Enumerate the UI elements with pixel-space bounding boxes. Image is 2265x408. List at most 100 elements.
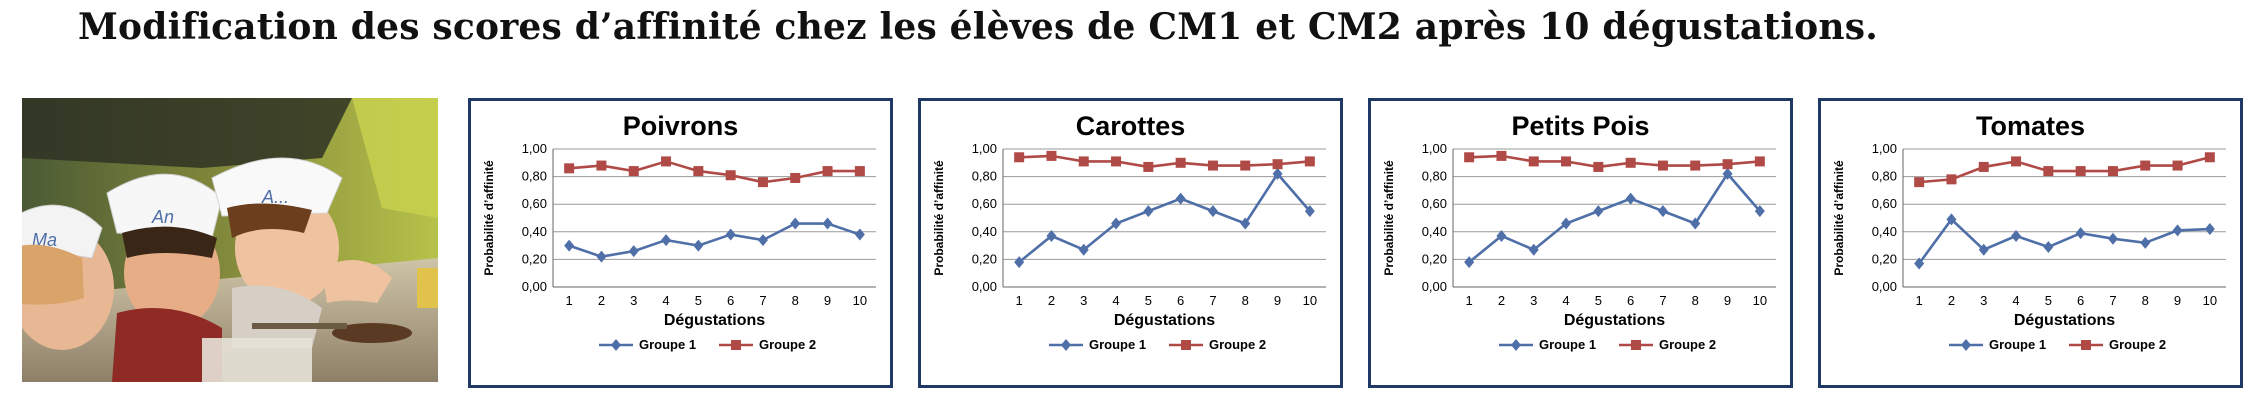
y-tick-label: 0,00 (1872, 279, 1897, 294)
legend-label-groupe-2: Groupe 2 (1659, 337, 1716, 352)
y-tick-label: 0,60 (972, 196, 997, 211)
y-tick-label: 0,80 (1422, 169, 1447, 184)
x-tick-label: 3 (1080, 293, 1087, 308)
data-point-groupe-2 (1754, 156, 1765, 167)
data-point-groupe-1 (1914, 257, 1925, 270)
data-point-groupe-2 (1496, 150, 1507, 161)
data-point-groupe-2 (1690, 160, 1701, 171)
data-point-groupe-2 (596, 160, 607, 171)
x-tick-label: 7 (759, 293, 766, 308)
data-point-groupe-2 (2107, 166, 2118, 177)
data-point-groupe-2 (1143, 161, 1154, 172)
y-tick-label: 0,20 (1872, 251, 1897, 266)
data-point-groupe-1 (661, 234, 672, 247)
data-point-groupe-2 (1207, 160, 1218, 171)
y-tick-label: 0,80 (1872, 169, 1897, 184)
x-tick-label: 9 (2174, 293, 2181, 308)
y-tick-label: 0,40 (1872, 224, 1897, 239)
data-point-groupe-2 (1078, 156, 1089, 167)
chart-title: Carottes (1076, 111, 1186, 141)
hat-text-2: An (151, 207, 174, 227)
data-point-groupe-2 (1528, 156, 1539, 167)
children-tasting-photo: Ma An A... (22, 98, 438, 382)
x-tick-label: 8 (792, 293, 799, 308)
hat-text-3: A... (261, 187, 289, 207)
y-tick-label: 0,80 (522, 169, 547, 184)
y-tick-label: 0,20 (972, 251, 997, 266)
data-point-groupe-1 (1561, 217, 1572, 230)
data-point-groupe-1 (822, 217, 833, 230)
data-point-groupe-1 (2204, 223, 2215, 236)
data-point-groupe-1 (1304, 205, 1315, 218)
y-tick-label: 1,00 (972, 141, 997, 156)
x-tick-label: 1 (566, 293, 573, 308)
page-title: Modification des scores d’affinité chez … (78, 6, 1878, 48)
data-point-groupe-2 (1304, 156, 1315, 167)
data-point-groupe-2 (1946, 174, 1957, 185)
x-tick-label: 7 (1209, 293, 1216, 308)
data-point-groupe-1 (854, 228, 865, 241)
data-point-groupe-2 (1014, 152, 1025, 163)
x-tick-label: 4 (1562, 293, 1569, 308)
y-axis-label: Probabilité d’affinité (1382, 160, 1396, 276)
data-point-groupe-2 (790, 172, 801, 183)
data-point-groupe-1 (1978, 243, 1989, 256)
data-point-groupe-1 (1078, 243, 1089, 256)
data-point-groupe-1 (564, 239, 575, 252)
x-tick-label: 9 (1724, 293, 1731, 308)
data-point-groupe-2 (725, 170, 736, 181)
x-tick-label: 6 (1627, 293, 1634, 308)
x-tick-label: 6 (727, 293, 734, 308)
data-point-groupe-2 (1657, 160, 1668, 171)
legend-marker-groupe-2 (1631, 340, 1641, 350)
legend-label-groupe-1: Groupe 1 (639, 337, 696, 352)
x-tick-label: 4 (662, 293, 669, 308)
y-tick-label: 1,00 (522, 141, 547, 156)
y-tick-label: 0,60 (1422, 196, 1447, 211)
x-tick-label: 9 (1274, 293, 1281, 308)
data-point-groupe-1 (725, 228, 736, 241)
legend-label-groupe-2: Groupe 2 (1209, 337, 1266, 352)
legend-marker-groupe-1 (1061, 339, 1071, 351)
data-point-groupe-1 (1690, 217, 1701, 230)
data-point-groupe-1 (2172, 224, 2183, 237)
data-point-groupe-2 (2172, 160, 2183, 171)
series-line-groupe-1 (568, 222, 861, 258)
data-point-groupe-1 (2043, 240, 2054, 253)
x-tick-label: 10 (1303, 293, 1317, 308)
data-point-groupe-1 (2107, 232, 2118, 245)
chart-svg-tomates: Tomates 0,00 0,20 0,40 0,60 0,80 1,00 1 2 3 4 5 6 7 8 9… (1832, 111, 2226, 352)
x-tick-label: 9 (824, 293, 831, 308)
x-axis-label: Dégustations (1564, 312, 1665, 329)
data-point-groupe-1 (1657, 205, 1668, 218)
data-point-groupe-2 (2204, 152, 2215, 163)
data-point-groupe-1 (1946, 213, 1957, 226)
data-point-groupe-1 (1496, 229, 1507, 242)
x-tick-label: 2 (1948, 293, 1955, 308)
data-point-groupe-1 (693, 239, 704, 252)
y-tick-label: 0,60 (522, 196, 547, 211)
x-tick-label: 5 (1145, 293, 1152, 308)
series-line-groupe-1 (1018, 171, 1311, 264)
series-line-groupe-1 (1918, 217, 2210, 265)
chart-svg-petits-pois: Petits Pois 0,00 0,20 0,40 0,60 0,80 1,00 1 2 3 4 5… (1382, 111, 1776, 352)
legend-marker-groupe-2 (1181, 340, 1191, 350)
data-point-groupe-1 (1175, 192, 1186, 205)
data-point-groupe-1 (1625, 192, 1636, 205)
data-point-groupe-2 (1046, 150, 1057, 161)
data-point-groupe-2 (2011, 156, 2022, 167)
chart-svg-carottes: Carottes 0,00 0,20 0,40 0,60 0,80 1,00 1 2 3 4 5 6 7 8… (932, 111, 1326, 352)
data-point-groupe-1 (2075, 227, 2086, 240)
data-point-groupe-2 (628, 166, 639, 177)
data-point-groupe-2 (1561, 156, 1572, 167)
series-line-groupe-2 (569, 160, 860, 184)
y-axis-label: Probabilité d’affinité (1832, 160, 1846, 276)
x-tick-label: 6 (2077, 293, 2084, 308)
x-tick-label: 2 (1498, 293, 1505, 308)
x-tick-label: 8 (2142, 293, 2149, 308)
x-axis-label: Dégustations (1114, 312, 1215, 329)
chart-svg-poivrons: Poivrons 0,00 0,20 0,40 0,60 0,80 1,00 1 2 3 4 5 6 7 8… (482, 111, 876, 352)
data-point-groupe-1 (2011, 229, 2022, 242)
data-point-groupe-2 (1722, 159, 1733, 170)
data-point-groupe-2 (2043, 166, 2054, 177)
